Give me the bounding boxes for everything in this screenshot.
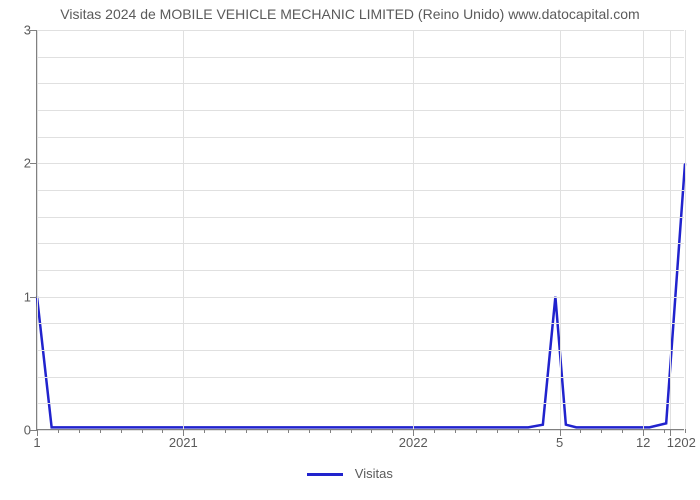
x-minor-tick	[413, 429, 414, 433]
y-minor-gridline	[37, 137, 684, 138]
visits-line	[37, 30, 685, 430]
x-minor-tick	[664, 429, 665, 433]
x-minor-tick	[351, 429, 352, 433]
x-minor-tick	[434, 429, 435, 433]
x-minor-tick	[476, 429, 477, 433]
y-minor-gridline	[37, 243, 684, 244]
x-minor-tick	[37, 429, 38, 433]
x-minor-tick	[518, 429, 519, 433]
x-minor-tick	[309, 429, 310, 433]
x-minor-tick	[288, 429, 289, 433]
x-gridline	[560, 30, 561, 429]
y-gridline	[37, 430, 684, 431]
y-minor-gridline	[37, 190, 684, 191]
y-tick	[30, 297, 37, 298]
x-minor-tick	[204, 429, 205, 433]
y-minor-gridline	[37, 57, 684, 58]
x-minor-tick	[100, 429, 101, 433]
x-minor-tick	[162, 429, 163, 433]
x-minor-tick	[246, 429, 247, 433]
y-minor-gridline	[37, 110, 684, 111]
legend-swatch	[307, 473, 343, 476]
x-minor-tick	[643, 429, 644, 433]
x-gridline	[670, 30, 671, 429]
y-minor-gridline	[37, 217, 684, 218]
x-minor-tick	[601, 429, 602, 433]
chart-title: Visitas 2024 de MOBILE VEHICLE MECHANIC …	[0, 6, 700, 22]
x-minor-tick	[580, 429, 581, 433]
y-gridline	[37, 30, 684, 31]
x-major-tick	[670, 429, 671, 436]
x-minor-tick	[497, 429, 498, 433]
x-gridline	[37, 30, 38, 429]
plot-area: 01231202120225121202	[36, 30, 684, 430]
x-gridline	[183, 30, 184, 429]
x-minor-tick	[371, 429, 372, 433]
x-minor-tick	[622, 429, 623, 433]
chart-legend: Visitas	[0, 466, 700, 481]
y-tick	[30, 163, 37, 164]
y-tick	[30, 30, 37, 31]
x-gridline	[413, 30, 414, 429]
y-minor-gridline	[37, 323, 684, 324]
series-line	[37, 163, 685, 427]
x-minor-tick	[267, 429, 268, 433]
x-minor-tick	[330, 429, 331, 433]
x-gridline	[643, 30, 644, 429]
y-minor-gridline	[37, 403, 684, 404]
y-minor-gridline	[37, 83, 684, 84]
x-minor-tick	[392, 429, 393, 433]
x-minor-tick	[539, 429, 540, 433]
y-minor-gridline	[37, 270, 684, 271]
visits-chart: Visitas 2024 de MOBILE VEHICLE MECHANIC …	[0, 0, 700, 500]
x-minor-tick	[455, 429, 456, 433]
legend-label: Visitas	[355, 466, 393, 481]
x-minor-tick	[142, 429, 143, 433]
x-minor-tick	[183, 429, 184, 433]
x-minor-tick	[560, 429, 561, 433]
x-minor-tick	[79, 429, 80, 433]
y-minor-gridline	[37, 377, 684, 378]
y-gridline	[37, 163, 684, 164]
x-minor-tick	[685, 429, 686, 433]
x-minor-tick	[225, 429, 226, 433]
x-gridline	[685, 30, 686, 429]
y-gridline	[37, 297, 684, 298]
y-minor-gridline	[37, 350, 684, 351]
x-minor-tick	[58, 429, 59, 433]
x-minor-tick	[121, 429, 122, 433]
